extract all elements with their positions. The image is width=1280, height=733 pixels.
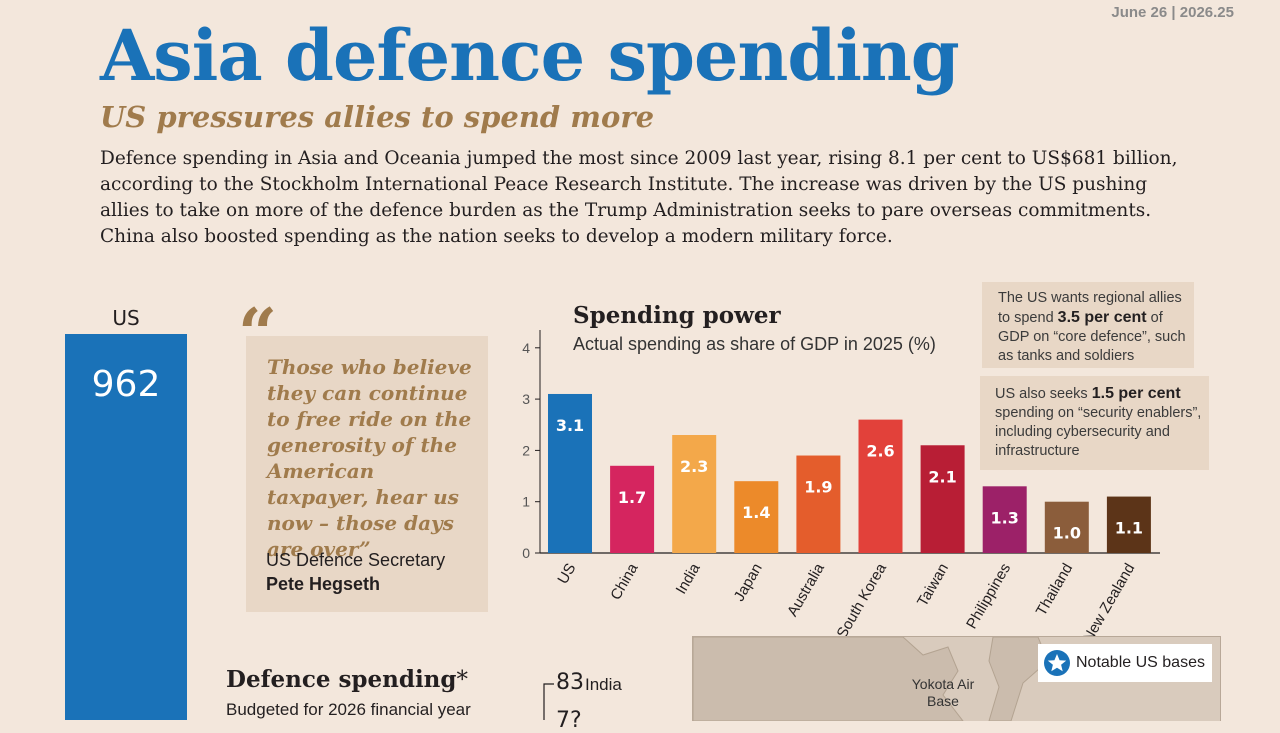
next-spending-value: 7?	[556, 708, 582, 733]
x-tick-label: Taiwan	[914, 561, 952, 610]
x-tick-label: Japan	[731, 561, 766, 605]
note1-text-start: The US wants regional allies to spend	[998, 290, 1182, 326]
quote-name: Pete Hegseth	[266, 574, 381, 594]
note-core-defence: The US wants regional allies to spend 3.…	[982, 282, 1194, 368]
yokota-base-label: Yokota Air Base	[911, 676, 975, 709]
bar-thailand	[1044, 501, 1089, 553]
note1-text-end: of GDP on “core defence”, such as tanks …	[998, 310, 1186, 364]
y-tick-label: 3	[522, 391, 530, 407]
bar-value-label: 2.6	[866, 442, 894, 461]
x-tick-label: New Zealand	[1079, 561, 1138, 641]
bar-india	[672, 435, 717, 553]
bar-us	[548, 393, 592, 553]
bar-new-zealand	[1106, 496, 1151, 553]
defence-spending-title-text: Defence spending	[226, 666, 457, 693]
us-spending-bar	[65, 334, 187, 720]
quote-text: Those who believe they can continue to f…	[267, 355, 472, 561]
date-stamp: June 26 | 2026.25	[1111, 4, 1234, 21]
star-icon	[1044, 650, 1070, 676]
bar-value-label: 3.1	[556, 416, 584, 435]
x-tick-label: India	[673, 560, 704, 597]
x-tick-label: Australia	[784, 560, 828, 620]
bar-taiwan	[920, 445, 965, 553]
legend-label: Notable US bases	[1076, 654, 1205, 671]
note2-highlight: 1.5 per cent	[1091, 385, 1181, 402]
x-tick-label: China	[607, 560, 642, 603]
asterisk: *	[456, 667, 468, 693]
bar-japan	[734, 481, 779, 553]
quote-mark: “	[238, 294, 278, 374]
gdp-share-bar-chart: 0 1 2 3 4 3.1 US 1.7 China 2.3 India 1.4 Japan 1.9 Aus…	[522, 330, 1160, 641]
bar-value-label: 1.7	[618, 488, 646, 507]
defence-spending-subtitle: Budgeted for 2026 financial year	[226, 700, 471, 719]
note2-text-start: US also seeks	[995, 386, 1092, 402]
x-tick-label: Philippines	[963, 561, 1014, 632]
us-bar-value: 962	[91, 364, 161, 405]
india-spending-label: India	[585, 675, 622, 694]
map-legend: Notable US bases	[1038, 644, 1212, 682]
note1-highlight: 3.5 per cent	[1057, 309, 1147, 326]
page-subtitle: US pressures allies to spend more	[100, 100, 655, 134]
y-tick-label: 0	[522, 545, 530, 561]
x-tick-label: Thailand	[1033, 561, 1076, 619]
quote-role: US Defence Secretary	[266, 550, 446, 570]
x-tick-label: South Korea	[834, 560, 891, 640]
page-title: Asia defence spending	[100, 14, 960, 97]
chart-subtitle: Actual spending as share of GDP in 2025 …	[573, 334, 936, 354]
bar-australia	[796, 455, 841, 553]
defence-spending-title: Defence spending*	[226, 666, 468, 693]
us-bar-label: US	[112, 306, 140, 330]
bar-south-korea	[858, 419, 903, 553]
bar-value-label: 2.1	[928, 467, 956, 486]
y-tick-label: 1	[522, 494, 530, 510]
bar-value-label: 1.1	[1115, 519, 1143, 538]
note-security-enablers: US also seeks 1.5 per cent spending on “…	[980, 376, 1209, 470]
bar-value-label: 1.4	[742, 503, 770, 522]
bar-value-label: 2.3	[680, 457, 708, 476]
x-tick-label: US	[554, 561, 579, 588]
y-tick-label: 2	[522, 442, 530, 458]
chart-title: Spending power	[573, 302, 781, 329]
bar-philippines	[982, 486, 1027, 553]
intro-paragraph: Defence spending in Asia and Oceania jum…	[100, 148, 1178, 247]
bar-china	[610, 465, 655, 553]
india-spending-value: 83	[556, 670, 584, 695]
note2-text-end: spending on “security enablers”, includi…	[995, 405, 1202, 459]
bar-value-label: 1.3	[991, 508, 1019, 527]
y-tick-label: 4	[522, 340, 530, 356]
connector-line	[543, 683, 554, 720]
bar-value-label: 1.0	[1053, 524, 1081, 543]
bar-value-label: 1.9	[804, 478, 832, 497]
quote-box	[246, 336, 488, 612]
